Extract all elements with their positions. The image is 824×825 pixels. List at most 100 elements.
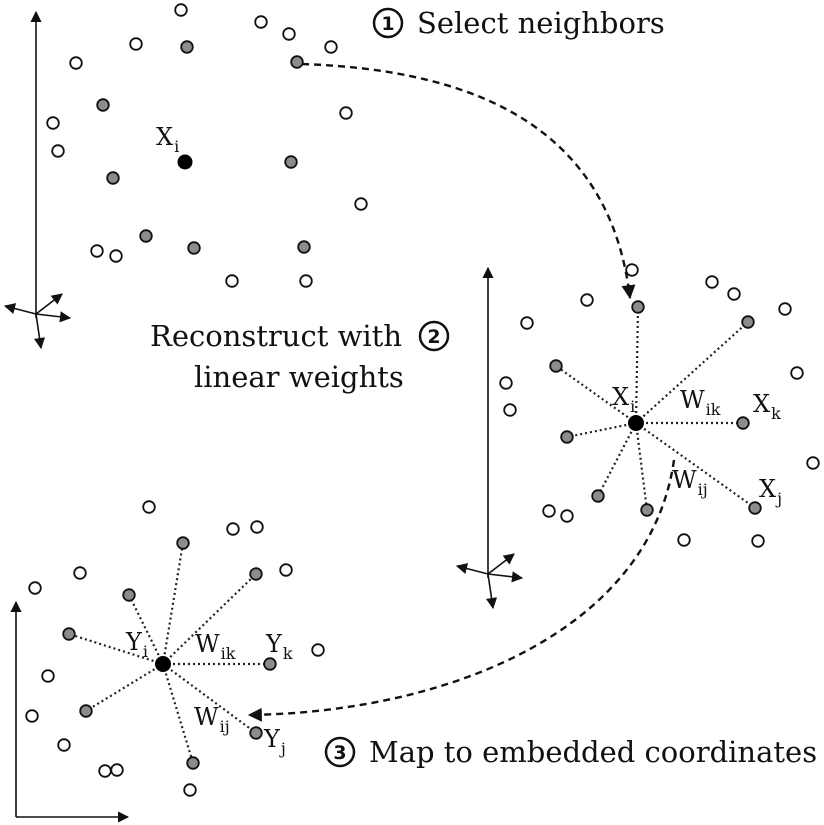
step-2-number: 2: [427, 326, 440, 348]
panel-3-neighbor-j-label: Yj: [263, 725, 286, 758]
step-2-label: Reconstruct with 2 linear weights: [150, 319, 450, 394]
panel-3-weight-line: [162, 573, 257, 665]
panel-1-axis-y: [35, 293, 63, 315]
panel-3-neighbor-point: [122, 588, 136, 602]
panel-1-neighbor-point: [96, 98, 110, 112]
panel-3-neighbor-point: [62, 627, 76, 641]
panel-2-neighbor-point: [748, 501, 762, 515]
panel-2-weight-line: [635, 321, 749, 424]
panel-3-neighbor-k-label: Yk: [265, 630, 293, 663]
panel-1-axes: [3, 10, 72, 350]
panel-2-open-point: [677, 533, 691, 547]
panel-1-axis-z: [3, 303, 37, 315]
panel-1-axis-x: [35, 311, 72, 323]
panel-1-open-point: [282, 27, 296, 41]
panel-3-weight-line: [161, 542, 185, 665]
panel-2-weight-line: [555, 365, 637, 424]
panel-2-open-point: [790, 366, 804, 380]
panel-3-neighbor-point: [263, 657, 277, 671]
panel-2-axis-z: [455, 563, 489, 575]
panel-3-open-point: [28, 581, 42, 595]
step-3-label: 3 Map to embedded coordinates: [324, 735, 817, 769]
panel-2-axes: [455, 266, 524, 610]
panel-3-weight-line: [85, 663, 164, 712]
panel-1-open-point: [46, 116, 60, 130]
panel-3-weight-line: [162, 663, 257, 734]
panel-1-open-point: [174, 3, 188, 17]
panel-2-axis-w: [485, 573, 498, 610]
step-2-text-line-1: Reconstruct with: [150, 319, 402, 353]
panel-2-labels: Xi Wik Xk Wij Xj: [612, 383, 782, 508]
panel-3-open-point: [41, 669, 55, 683]
panel-1-open-point: [324, 40, 338, 54]
panel-2-open-point: [751, 534, 765, 548]
panel-2-open-point: [503, 403, 517, 417]
panel-3-open-point: [57, 738, 71, 752]
panel-2-neighbor-point: [560, 430, 574, 444]
panel-2-open-point: [625, 263, 639, 277]
panel-1-open-point: [129, 37, 143, 51]
panel-3-open-point: [279, 563, 293, 577]
panel-3-open-point: [110, 763, 124, 777]
panel-2-weight-line: [597, 422, 637, 497]
arrow-step-1: [301, 62, 636, 300]
panel-2-weight-line: [566, 421, 637, 439]
panel-2-open-point: [806, 456, 820, 470]
panel-2-open-point: [499, 376, 513, 390]
panel-1-neighbor-point: [139, 229, 153, 243]
panel-1-open-point: [225, 274, 239, 288]
arrow-step-2: [247, 459, 676, 722]
panel-3-open-point: [250, 520, 264, 534]
panel-2-weight-line: [634, 306, 640, 424]
panel-2-open-point: [705, 275, 719, 289]
panel-1-neighbor-point: [290, 55, 304, 69]
panel-2-center-label: Xi: [612, 383, 635, 416]
panel-3-neighbor-point: [249, 567, 263, 581]
panel-3-center-label: Yi: [125, 628, 148, 661]
panel-3-neighbor-point: [176, 536, 190, 550]
step-3-text: Map to embedded coordinates: [369, 735, 817, 769]
panel-1-center-point: [177, 154, 193, 170]
panel-3-center-point: [155, 656, 171, 672]
panel-3-weight-k-label: Wik: [195, 630, 236, 663]
panel-2-open-point: [580, 293, 594, 307]
panel-3-neighbor-point: [249, 726, 263, 740]
panel-2-open-point: [560, 509, 574, 523]
panel-2-neighbor-point: [640, 503, 654, 517]
panel-1-neighbor-point: [180, 40, 194, 54]
panel-2-points: [499, 263, 820, 548]
panel-2-weight-line: [634, 422, 649, 511]
panel-2-open-point: [727, 287, 741, 301]
panel-2-neighbor-point: [741, 315, 755, 329]
panel-2-weight-k-label: Wik: [680, 386, 721, 419]
panel-3-open-point: [226, 522, 240, 536]
panel-2-neighbor-k-label: Xk: [753, 390, 781, 423]
panel-2-axis-y: [487, 553, 515, 575]
panel-3-neighbor-point: [186, 756, 200, 770]
panel-2-weight-lines: [555, 306, 756, 511]
panel-3-weight-lines: [68, 542, 270, 764]
step-2-text-line-2: linear weights: [194, 360, 404, 394]
panel-1-neighbor-point: [284, 155, 298, 169]
panel-2-open-point: [778, 302, 792, 316]
panel-1-open-point: [109, 249, 123, 263]
panel-1-open-point: [51, 144, 65, 158]
step-1-label: 1 Select neighbors: [372, 6, 665, 40]
panel-3-weight-line: [68, 632, 164, 666]
panel-3-open-point: [25, 709, 39, 723]
panel-2-neighbor-point: [549, 359, 563, 373]
panel-2-open-point: [520, 316, 534, 330]
panel-3-open-point: [73, 566, 87, 580]
step-2-badge: [418, 320, 450, 352]
panel-3-points: [25, 500, 325, 797]
panel-2-neighbor-point: [591, 489, 605, 503]
panel-3-axes: [10, 600, 130, 823]
panel-1-open-point: [299, 274, 313, 288]
step-1-text: Select neighbors: [417, 6, 665, 40]
panel-1-open-point: [254, 15, 268, 29]
panel-1-axis-w: [33, 313, 46, 350]
step-3-badge: [324, 736, 356, 768]
step-3-number: 3: [333, 742, 346, 764]
panel-1-open-point: [339, 106, 353, 120]
